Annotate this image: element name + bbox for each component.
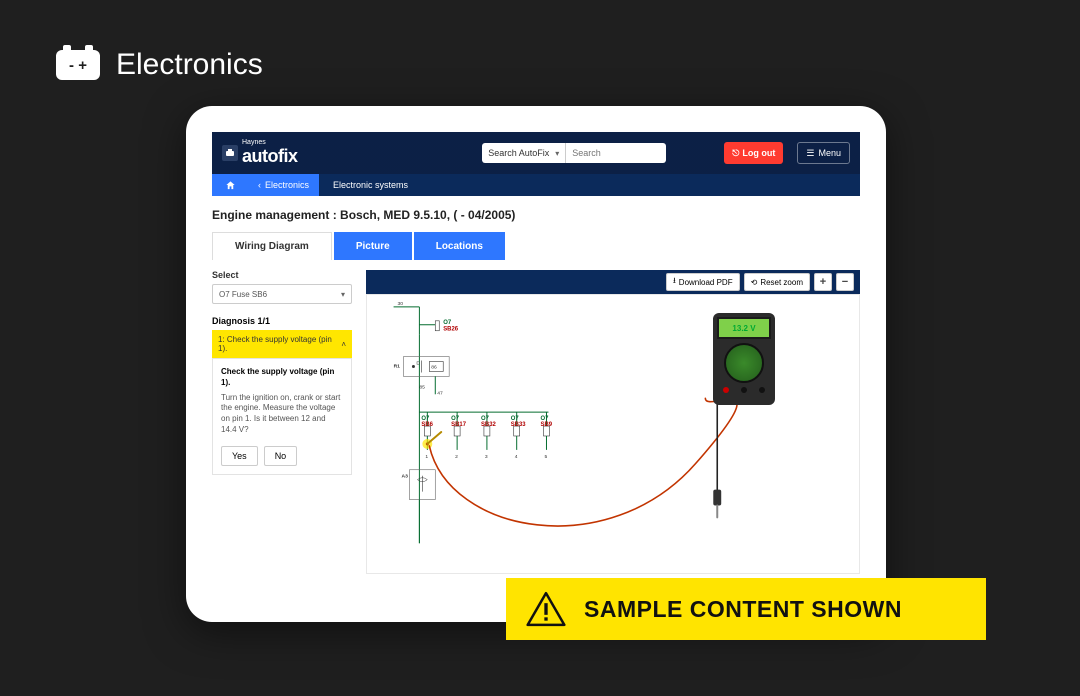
battery-icon: - + (56, 50, 100, 80)
port-black (741, 387, 747, 393)
svg-text:47: 47 (437, 390, 443, 396)
warning-icon (526, 591, 566, 627)
refresh-icon: ⟲ (751, 278, 758, 287)
sample-content-banner: SAMPLE CONTENT SHOWN (506, 578, 986, 640)
svg-text:D: D (416, 361, 420, 367)
diagnosis-title: Diagnosis 1/1 (212, 316, 352, 326)
hamburger-icon: ☰ (806, 148, 814, 159)
zoom-in-button[interactable]: + (814, 273, 832, 291)
chevron-left-icon: ‹ (258, 180, 261, 190)
search-scope-label: Search AutoFix (488, 148, 549, 158)
svg-text:O7: O7 (443, 320, 452, 326)
tab-wiring-diagram[interactable]: Wiring Diagram (212, 232, 332, 260)
sample-banner-text: SAMPLE CONTENT SHOWN (584, 596, 902, 623)
svg-text:R1: R1 (394, 363, 401, 369)
download-pdf-button[interactable]: ⭳ Download PDF (666, 273, 740, 291)
svg-text:86: 86 (431, 364, 437, 370)
reset-zoom-label: Reset zoom (760, 278, 803, 287)
logout-button[interactable]: ⎋ Log out (724, 142, 783, 164)
svg-text:3: 3 (485, 454, 488, 460)
breadcrumb-back[interactable]: ‹ Electronics (248, 174, 319, 196)
chevron-up-icon: ˄ (341, 340, 346, 349)
tab-locations[interactable]: Locations (414, 232, 505, 260)
brand-overline: Haynes (242, 139, 298, 146)
component-select[interactable]: O7 Fuse SB6 ▾ (212, 284, 352, 304)
diagram-area: ⭳ Download PDF ⟲ Reset zoom + − (366, 270, 860, 574)
select-label: Select (212, 270, 352, 280)
brand-logo: Haynes autofix (222, 139, 298, 167)
svg-text:SB9: SB9 (541, 422, 553, 428)
svg-text:SB26: SB26 (443, 327, 459, 333)
category-title: Electronics (116, 48, 263, 82)
menu-button[interactable]: ☰ Menu (797, 142, 850, 164)
category-header: - + Electronics (56, 48, 263, 82)
svg-text:2: 2 (455, 454, 458, 460)
diagnosis-sidebar: Select O7 Fuse SB6 ▾ Diagnosis 1/1 1: Ch… (212, 270, 352, 475)
svg-text:A3: A3 (402, 474, 409, 480)
multimeter-reading: 13.2 V (717, 317, 771, 339)
topbar: Haynes autofix Search AutoFix ▾ ⎋ Log ou… (212, 132, 860, 174)
wiring-diagram-svg: 30 O7 SB26 R1 (367, 295, 859, 573)
svg-text:30: 30 (398, 301, 404, 307)
zoom-out-button[interactable]: − (836, 273, 854, 291)
content-row: Select O7 Fuse SB6 ▾ Diagnosis 1/1 1: Ch… (212, 270, 860, 574)
port-aux (759, 387, 765, 393)
svg-text:1: 1 (425, 454, 428, 460)
svg-text:4: 4 (515, 454, 518, 460)
chevron-down-icon: ▾ (555, 149, 559, 158)
page-title: Engine management : Bosch, MED 9.5.10, (… (212, 196, 860, 232)
download-icon: ⭳ (673, 275, 676, 289)
diagnosis-step-title: Check the supply voltage (pin 1). (221, 367, 343, 389)
tabs: Wiring Diagram Picture Locations (212, 232, 860, 260)
multimeter: 13.2 V (713, 313, 775, 405)
yes-button[interactable]: Yes (221, 446, 258, 466)
diagnosis-panel: Check the supply voltage (pin 1). Turn t… (212, 358, 352, 475)
brand-name: autofix (242, 146, 298, 167)
svg-text:SB17: SB17 (451, 422, 467, 428)
multimeter-dial (724, 343, 764, 383)
breadcrumb-back-label: Electronics (265, 180, 309, 190)
search-input[interactable] (566, 143, 666, 163)
diagnosis-accordion-header[interactable]: 1: Check the supply voltage (pin 1). ˄ (212, 330, 352, 358)
search-group: Search AutoFix ▾ (482, 143, 666, 163)
reset-zoom-button[interactable]: ⟲ Reset zoom (744, 273, 810, 291)
no-button[interactable]: No (264, 446, 298, 466)
diagram-toolbar: ⭳ Download PDF ⟲ Reset zoom + − (366, 270, 860, 294)
menu-label: Menu (818, 148, 841, 158)
component-select-value: O7 Fuse SB6 (219, 290, 267, 299)
breadcrumb-current: Electronic systems (319, 180, 422, 190)
home-icon (225, 180, 236, 191)
svg-text:5: 5 (544, 454, 547, 460)
wiring-diagram-canvas[interactable]: 30 O7 SB26 R1 (366, 294, 860, 574)
diagnosis-accordion-label: 1: Check the supply voltage (pin 1). (218, 335, 333, 353)
tab-picture[interactable]: Picture (334, 232, 412, 260)
multimeter-ports (717, 387, 771, 397)
chevron-down-icon: ▾ (341, 290, 345, 299)
breadcrumb: ‹ Electronics Electronic systems (212, 174, 860, 196)
app-screen: Haynes autofix Search AutoFix ▾ ⎋ Log ou… (212, 132, 860, 596)
logout-icon: ⎋ (732, 148, 739, 159)
logo-icon (222, 145, 238, 161)
tablet-frame: Haynes autofix Search AutoFix ▾ ⎋ Log ou… (186, 106, 886, 622)
diagnosis-step-body: Turn the ignition on, crank or start the… (221, 393, 343, 436)
download-pdf-label: Download PDF (679, 278, 733, 287)
svg-text:SB32: SB32 (481, 422, 497, 428)
svg-text:SB6: SB6 (421, 422, 433, 428)
svg-text:SB33: SB33 (511, 422, 527, 428)
search-scope-select[interactable]: Search AutoFix ▾ (482, 143, 566, 163)
port-red (723, 387, 729, 393)
svg-text:85: 85 (419, 384, 425, 390)
logout-label: Log out (742, 148, 775, 158)
breadcrumb-home[interactable] (212, 174, 248, 196)
